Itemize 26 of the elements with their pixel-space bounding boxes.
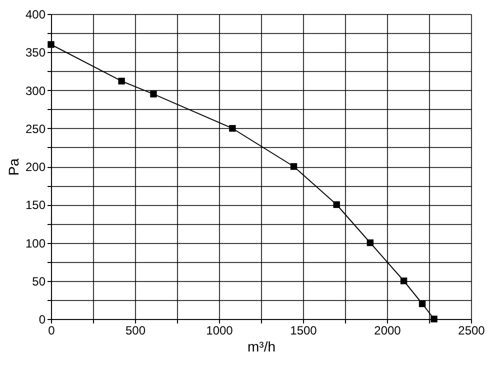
point xyxy=(366,239,374,246)
point xyxy=(290,163,298,170)
y-tick-label: 350 xyxy=(25,46,46,60)
x-axis-title: m³/h xyxy=(248,338,276,354)
y-tick-label: 100 xyxy=(25,236,46,250)
point xyxy=(418,300,426,308)
y-tick-label: 200 xyxy=(25,160,46,174)
point xyxy=(48,41,54,48)
x-tick-label: 2500 xyxy=(458,324,486,338)
x-tick-label: 2000 xyxy=(374,324,402,338)
point xyxy=(150,90,157,98)
y-tick-label: 150 xyxy=(25,198,46,212)
point xyxy=(333,201,340,208)
point xyxy=(118,78,125,84)
y-tick-label: 0 xyxy=(38,312,46,326)
y-axis-title: Pa xyxy=(5,158,22,176)
x-tick-label: 1500 xyxy=(290,324,318,338)
x-tick-label: 1000 xyxy=(206,324,234,338)
point xyxy=(229,125,236,132)
x-tick-label: 0 xyxy=(48,324,56,338)
y-tick-label: 50 xyxy=(32,274,46,288)
point xyxy=(400,278,408,284)
y-tick-label: 400 xyxy=(25,8,46,22)
y-tick-label: 300 xyxy=(25,84,46,98)
x-tick-label: 500 xyxy=(125,324,146,338)
y-tick-label: 250 xyxy=(25,122,46,136)
